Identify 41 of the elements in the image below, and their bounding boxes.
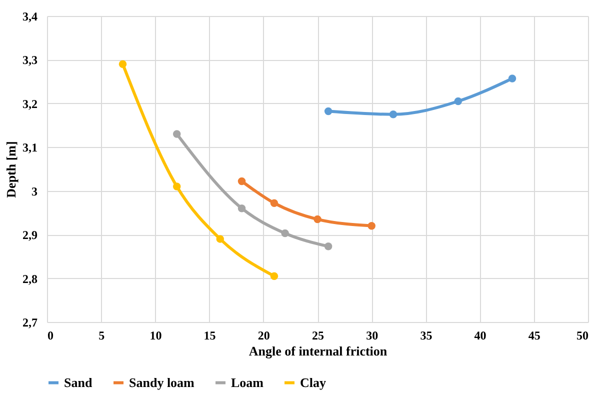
x-tick-label: 15: [204, 328, 216, 342]
y-tick-label: 2,9: [22, 228, 38, 242]
point: [324, 242, 332, 250]
point: [216, 235, 224, 243]
point: [508, 74, 516, 82]
y-tick-label: 2,8: [22, 272, 38, 286]
legend-label: Sandy loam: [129, 374, 195, 390]
y-tick-label: 3,2: [22, 96, 38, 111]
point: [238, 177, 246, 186]
legend-label: Loam: [231, 374, 264, 390]
point: [454, 97, 462, 106]
y-tick-label: 3,4: [22, 10, 38, 24]
x-tick-label: 5: [98, 328, 105, 342]
x-tick-label: 40: [474, 328, 486, 342]
point: [172, 182, 181, 190]
x-tick-label: 50: [576, 328, 588, 342]
point: [118, 60, 127, 68]
x-tick-label: 20: [258, 328, 270, 342]
x-tick-label: 45: [528, 328, 540, 342]
point: [368, 222, 376, 230]
point: [238, 204, 246, 212]
point: [389, 110, 398, 118]
point: [270, 199, 278, 207]
y-tick-label: 3: [32, 184, 38, 198]
x-tick-label: 10: [150, 328, 162, 342]
point: [281, 229, 289, 238]
legend-label: Sand: [64, 374, 93, 390]
x-axis-title: Angle of internal friction: [248, 344, 388, 358]
x-tick-label: 35: [420, 328, 432, 342]
x-tick-label: 0: [48, 328, 54, 342]
legend-label: Clay: [300, 374, 326, 390]
y-tick-label: 3,1: [22, 140, 38, 155]
point: [314, 215, 322, 224]
x-tick-label: 30: [366, 328, 378, 342]
point: [172, 130, 181, 138]
x-tick-label: 25: [312, 328, 324, 342]
y-tick-label: 3,3: [22, 53, 38, 68]
point: [324, 107, 332, 116]
y-tick-label: 2,7: [22, 316, 38, 330]
point: [270, 272, 278, 280]
y-axis-title: Depth [m]: [4, 141, 18, 198]
